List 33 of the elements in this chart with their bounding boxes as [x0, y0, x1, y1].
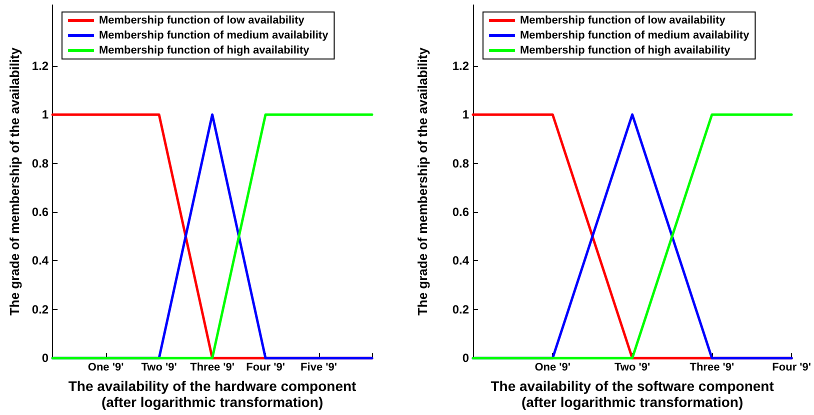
- x-tick-label: One '9': [88, 362, 124, 374]
- y-tick-label: 1: [462, 108, 470, 122]
- legend-label: Membership function of low availability: [99, 14, 306, 26]
- y-tick-label: 0: [42, 351, 49, 366]
- x-tick-label: Four '9': [772, 362, 812, 374]
- x-axis-title: The availability of the hardware component (after logarithmic transformation): [68, 378, 357, 410]
- y-tick-label: 0.8: [32, 156, 49, 170]
- legend-label: Membership function of medium availability: [520, 30, 750, 42]
- x-tick-label: Three '9': [690, 362, 734, 374]
- y-tick-label: 0.2: [32, 302, 49, 316]
- legend-label: Membership function of high availability: [99, 44, 310, 56]
- x-tick-label: Two '9': [141, 362, 178, 374]
- y-tick-label: 0.4: [32, 254, 49, 268]
- x-tick-label: One '9': [534, 362, 571, 374]
- y-tick-label: 0.6: [452, 204, 470, 219]
- y-axis-title: The grade of membership of the availability: [7, 46, 22, 316]
- legend-label: Membership function of high availability: [520, 44, 732, 56]
- y-tick-label: 1.2: [32, 58, 49, 73]
- y-tick-label: 0.8: [452, 156, 470, 170]
- legend-label: Membership function of low availability: [520, 14, 726, 26]
- y-tick-label: 1.2: [452, 58, 470, 73]
- y-tick-label: 0: [462, 351, 470, 366]
- x-tick-label: Four '9': [246, 362, 286, 374]
- x-tick-label: Three '9': [190, 362, 235, 374]
- y-tick-label: 0.2: [452, 302, 470, 316]
- y-axis-title: The grade of membership of the availability: [415, 46, 430, 316]
- y-tick-label: 1: [42, 108, 49, 122]
- y-tick-label: 0.6: [32, 204, 49, 219]
- x-tick-label: Two '9': [614, 362, 650, 374]
- y-tick-label: 0.4: [452, 254, 470, 268]
- legend-label: Membership function of medium availability: [99, 30, 330, 42]
- x-axis-title: The availability of the software component (after logarithmic transformation): [490, 378, 774, 410]
- x-tick-label: Five '9': [300, 362, 338, 374]
